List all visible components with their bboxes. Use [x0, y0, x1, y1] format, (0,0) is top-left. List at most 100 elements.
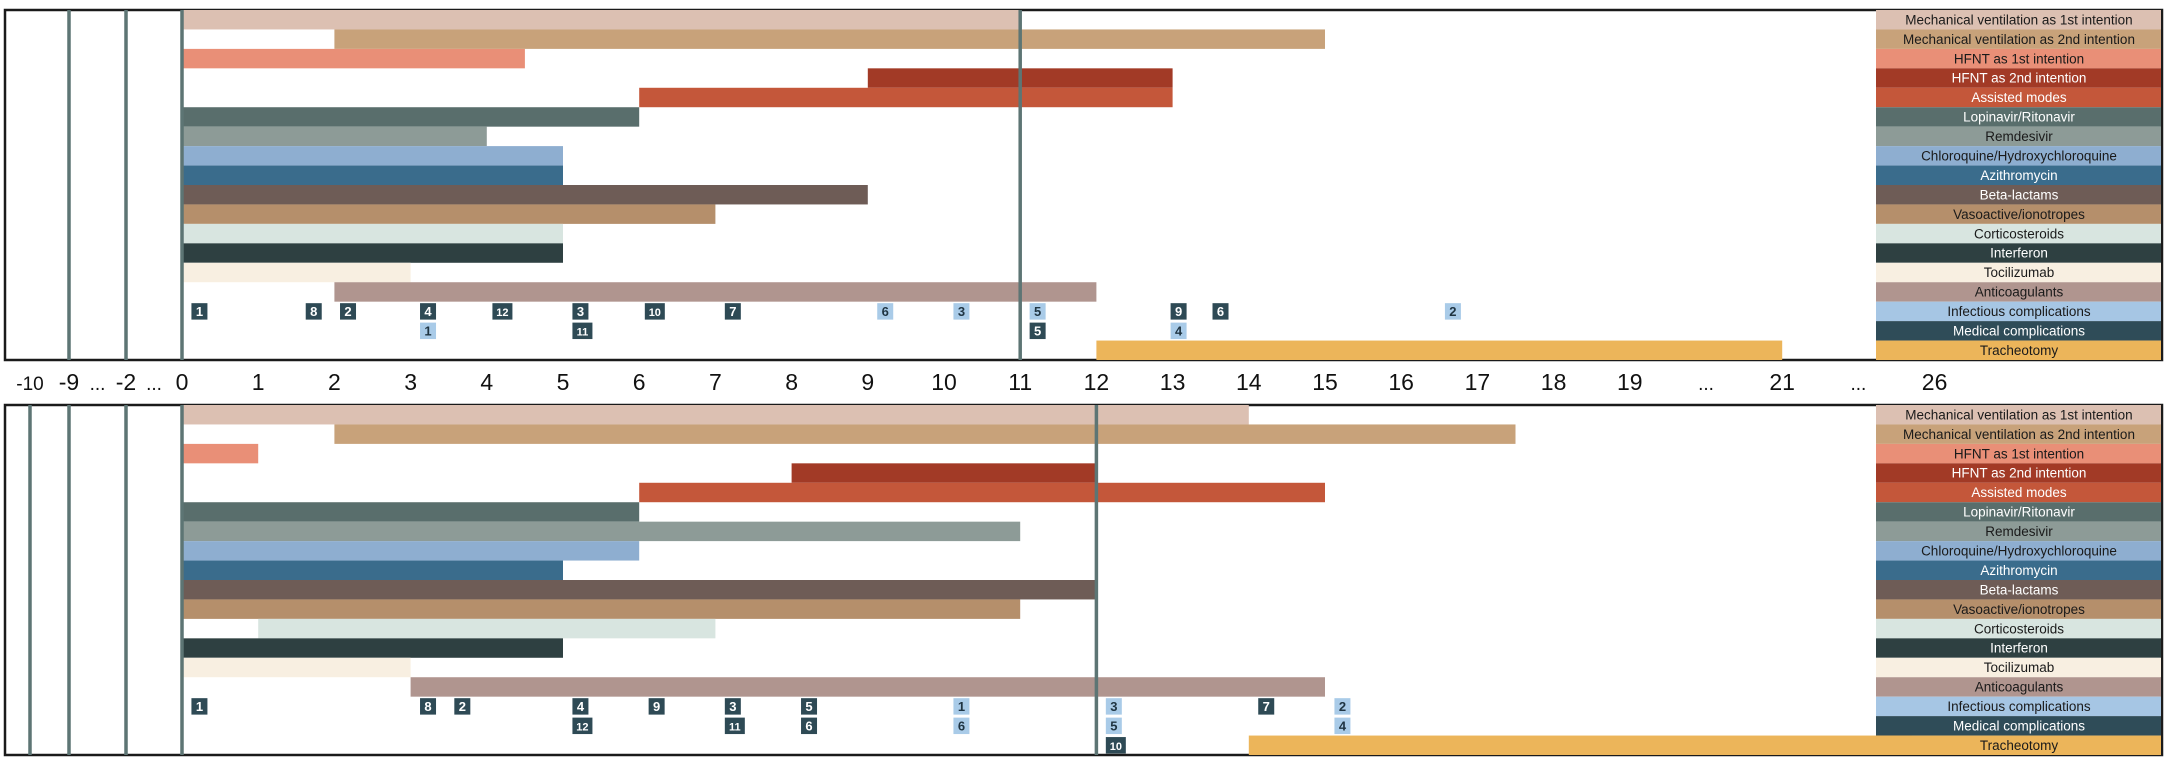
event-marker	[1334, 698, 1351, 715]
legend-swatch	[1876, 716, 2161, 736]
x-tick-label: -2	[116, 369, 136, 395]
event-marker	[724, 717, 745, 735]
legend-swatch	[1876, 580, 2161, 600]
x-tick-label: 16	[1388, 369, 1414, 395]
timeline-bar	[182, 521, 1021, 542]
legend-swatch	[1876, 48, 2161, 69]
legend-swatch	[1876, 204, 2161, 224]
event-marker	[420, 303, 437, 320]
timeline-bar	[182, 10, 1021, 30]
event-label: 2	[344, 304, 351, 319]
x-tick-label: -10	[16, 374, 43, 395]
timeline-bar	[182, 185, 868, 205]
event-label: 6	[1217, 304, 1224, 319]
legend-swatch	[1876, 185, 2161, 205]
legend-swatch	[1876, 165, 2161, 185]
category-label: Medical complications	[1953, 324, 2085, 339]
event-label: 9	[1175, 304, 1182, 319]
event-marker	[1170, 322, 1187, 340]
legend-swatch	[1876, 340, 2161, 360]
event-label: 6	[882, 304, 889, 319]
event-label: 3	[1110, 699, 1117, 714]
event-marker	[1029, 303, 1046, 320]
timeline-bar	[182, 541, 640, 561]
x-tick-label: ...	[146, 374, 162, 395]
category-label: Mechanical ventilation as 2nd intention	[1903, 32, 2135, 47]
event-marker	[420, 698, 437, 715]
event-label: 4	[577, 699, 585, 714]
event-marker	[1105, 698, 1122, 715]
timeline-bar	[182, 243, 563, 263]
category-label: Assisted modes	[1971, 90, 2067, 105]
legend-swatch	[1876, 657, 2161, 678]
event-marker	[648, 698, 665, 715]
event-label: 5	[1034, 323, 1041, 338]
legend-swatch	[1876, 677, 2161, 697]
event-label: 7	[1263, 699, 1270, 714]
event-marker	[724, 698, 741, 715]
x-axis: -10 -9... -2... 0 1 2 3 4 5 6 7 8 9 10 11 12 13 14 15 16 17 1…	[16, 369, 1947, 395]
event-marker	[305, 303, 322, 320]
category-label: Vasoactive/ionotropes	[1953, 207, 2085, 222]
x-tick-label: 14	[1236, 369, 1262, 395]
category-label: HFNT as 2nd intention	[1952, 71, 2087, 86]
category-label: Corticosteroids	[1974, 226, 2064, 241]
event-label: 3	[958, 304, 965, 319]
x-tick-label: 1	[252, 369, 265, 395]
category-label: Corticosteroids	[1974, 621, 2064, 636]
timeline-bar	[182, 443, 259, 464]
category-label: Beta-lactams	[1980, 582, 2059, 597]
event-label: 2	[1339, 699, 1346, 714]
event-label: 1	[958, 699, 965, 714]
timeline-bar	[182, 405, 1249, 425]
category-label: Interferon	[1990, 246, 2048, 261]
legend-swatch	[1876, 424, 2161, 444]
timeline-bar	[182, 638, 563, 658]
event-label: 7	[729, 304, 736, 319]
legend-swatch	[1876, 618, 2161, 639]
legend-swatch	[1876, 638, 2161, 658]
category-label: Anticoagulants	[1975, 680, 2064, 695]
event-label: 8	[310, 304, 317, 319]
event-label: 4	[1339, 718, 1347, 733]
category-label: Lopinavir/Ritonavir	[1963, 110, 2075, 125]
legend-swatch	[1876, 541, 2161, 561]
x-tick-label: 12	[1084, 369, 1110, 395]
legend-swatch	[1876, 10, 2161, 30]
timeline-bar	[791, 463, 1097, 483]
event-label: 11	[729, 721, 741, 733]
event-marker	[572, 322, 593, 340]
x-tick-label: 26	[1922, 369, 1948, 395]
x-tick-label: 8	[785, 369, 798, 395]
category-label: Remdesivir	[1985, 524, 2053, 539]
legend-swatch	[1876, 502, 2161, 522]
event-label: 3	[577, 304, 584, 319]
event-label: 2	[1449, 304, 1456, 319]
event-marker	[572, 717, 593, 735]
event-label: 10	[1110, 741, 1122, 753]
category-label: Mechanical ventilation as 1st intention	[1905, 407, 2132, 422]
x-tick-label: 21	[1769, 369, 1795, 395]
event-label: 12	[496, 307, 508, 319]
timeline-bar	[182, 599, 1021, 619]
timeline-bar	[182, 204, 716, 224]
x-tick-label: 11	[1008, 369, 1032, 395]
category-label: Chloroquine/Hydroxychloroquine	[1921, 149, 2117, 164]
timeline-bar	[1248, 735, 1912, 755]
event-label: 3	[729, 699, 736, 714]
event-marker	[877, 303, 894, 320]
event-marker	[191, 698, 208, 715]
event-label: 6	[958, 718, 965, 733]
x-tick-label: 15	[1312, 369, 1338, 395]
category-label: HFNT as 1st intention	[1954, 51, 2084, 66]
category-label: Remdesivir	[1985, 129, 2053, 144]
legend-swatch	[1876, 301, 2161, 322]
x-tick-label: 4	[480, 369, 493, 395]
category-label: Azithromycin	[1980, 168, 2057, 183]
legend-swatch	[1876, 735, 2161, 755]
category-label: Beta-lactams	[1980, 187, 2059, 202]
category-label: Infectious complications	[1947, 304, 2091, 319]
timeline-bar	[639, 482, 1325, 503]
event-label: 1	[424, 323, 431, 338]
category-label: Chloroquine/Hydroxychloroquine	[1921, 544, 2117, 559]
